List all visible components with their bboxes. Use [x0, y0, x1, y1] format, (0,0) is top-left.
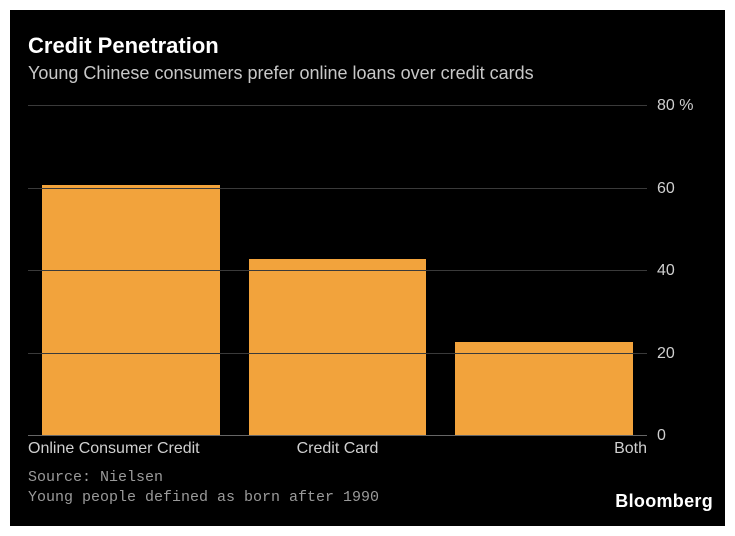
grid-line: [28, 270, 647, 271]
definition-line: Young people defined as born after 1990: [28, 488, 379, 508]
chart-panel: Credit Penetration Young Chinese consume…: [10, 10, 725, 526]
grid-line: [28, 435, 647, 436]
chart-subtitle: Young Chinese consumers prefer online lo…: [28, 62, 534, 85]
y-tick-label: 60: [647, 180, 711, 198]
y-tick-label: 80 %: [647, 97, 711, 115]
grid-line: [28, 105, 647, 106]
x-tick-label: Both: [614, 440, 647, 458]
x-axis-labels: Online Consumer Credit Credit Card Both: [28, 440, 647, 462]
bars-layer: [28, 106, 647, 436]
grid-line: [28, 188, 647, 189]
x-tick-label: Online Consumer Credit: [28, 440, 200, 458]
footnotes: Source: Nielsen Young people defined as …: [28, 468, 379, 509]
brand-logo: Bloomberg: [615, 491, 713, 512]
bar: [249, 259, 426, 436]
page-frame: Credit Penetration Young Chinese consume…: [0, 0, 735, 536]
source-line: Source: Nielsen: [28, 468, 379, 488]
bar: [455, 342, 632, 436]
y-tick-label: 0: [647, 427, 711, 445]
bar: [42, 185, 219, 436]
chart-title: Credit Penetration: [28, 32, 534, 60]
title-block: Credit Penetration Young Chinese consume…: [28, 32, 534, 84]
y-tick-label: 40: [647, 262, 711, 280]
plot-area: 020406080 %: [28, 106, 647, 436]
y-tick-label: 20: [647, 345, 711, 363]
x-tick-label: Credit Card: [297, 440, 379, 458]
grid-line: [28, 353, 647, 354]
